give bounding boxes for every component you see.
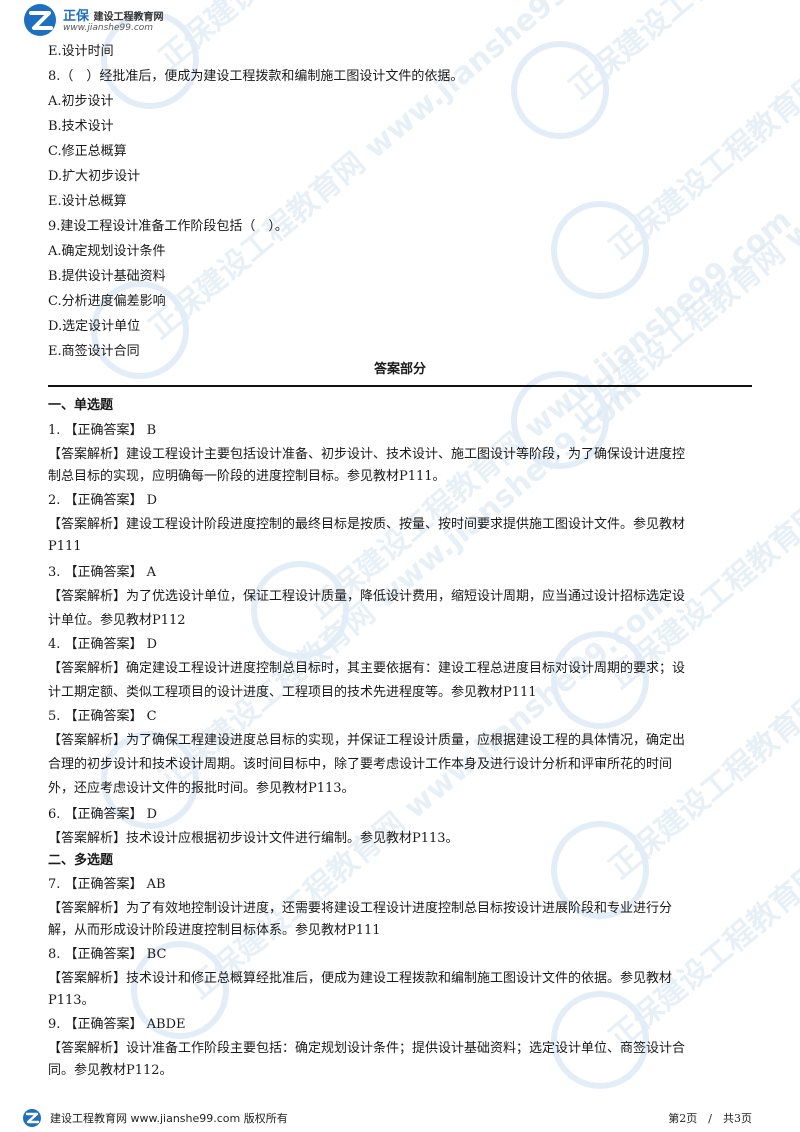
footer-logo-icon [23,1109,41,1127]
answer-explanation: 【答案解析】建设工程设计阶段进度控制的最终目标是按质、按量、按时间要求提供施工图… [48,517,686,532]
question-option: E.商签设计合同 [48,344,140,359]
page-number: 第2页 / 共3页 [668,1112,752,1125]
answer-explanation: 【答案解析】设计准备工作阶段主要包括：确定规划设计条件；提供设计基础资料；选定设… [48,1041,686,1056]
answer-explanation: 【答案解析】为了优选设计单位，保证工程设计质量，降低设计费用，缩短设计周期，应当… [48,589,686,604]
question-option: E.设计总概算 [48,194,127,209]
answer-key: 3. 【正确答案】 A [48,565,157,580]
logo-brand: 正保 建设工程教育网 [63,5,164,24]
watermark-circle [251,561,349,659]
answer-explanation: 计工期定额、类似工程项目的设计进度、工程项目的技术先进程度等。参见教材P111 [48,685,537,700]
watermark-circle [551,631,649,729]
answer-explanation: 【答案解析】建设工程设计主要包括设计准备、初步设计、技术设计、施工图设计等阶段，… [48,447,686,462]
answer-explanation: 【答案解析】为了确保工程建设进度总目标的实现，并保证工程设计质量，应根据建设工程… [48,733,686,748]
logo-brand-sub: 建设工程教育网 [93,12,164,23]
answer-key: 7. 【正确答案】 AB [48,877,166,892]
question-option: B.技术设计 [48,119,114,134]
answer-subheading: 一、单选题 [48,398,114,413]
question-option: A.初步设计 [48,94,114,109]
question-option: D.扩大初步设计 [48,169,141,184]
answer-key: 1. 【正确答案】 B [48,423,157,438]
answer-explanation: 【答案解析】确定建设工程设计进度控制总目标时，其主要依据有：建设工程总进度目标对… [48,661,686,676]
answer-explanation: 同。参见教材P112。 [48,1063,173,1078]
answer-key: 2. 【正确答案】 D [48,493,158,508]
answer-explanation: P111 [48,539,82,554]
answer-explanation: 制总目标的实现，应明确每一阶段的进度控制目标。参见教材P111。 [48,469,446,484]
answer-key: 8. 【正确答案】 BC [48,947,167,962]
watermark-circle [551,201,649,299]
watermark-text: 正保建设工程教育网 www.jianshe99.com [603,632,800,1056]
answer-explanation: 【答案解析】为了有效地控制设计进度，还需要将建设工程设计进度控制总目标按设计进展… [48,901,673,916]
answer-subheading: 二、多选题 [48,853,114,868]
watermark-text: 正保建设工程教育网 www.jianshe99.com [153,0,649,76]
watermark-text: 正保建设工程教育网 www.jianshe99.com [143,0,639,346]
header-logo: 正保 建设工程教育网 www.jianshe99.com [22,2,192,40]
watermark-text: 正保建设工程教育网 www.jianshe99.com [563,0,800,106]
question-option: D.选定设计单位 [48,319,141,334]
answer-explanation: 【答案解析】技术设计应根据初步设计文件进行编制。参见教材P113。 [48,831,459,846]
answer-section-title: 答案部分 [373,362,426,377]
question-stem: 8.（ ）经批准后，便成为建设工程拨款和编制施工图设计文件的依据。 [48,69,464,84]
answer-explanation: 外，还应考虑设计文件的报批时间。参见教材P113。 [48,781,355,796]
answer-key: 4. 【正确答案】 D [48,637,158,652]
answer-key: 5. 【正确答案】 C [48,709,157,724]
question-option: A.确定规划设计条件 [48,244,166,259]
watermark-text: 正保建设工程教育网 www.jianshe99.com [603,272,800,696]
watermark-text: 正保建设工程教育网 www.jianshe99.com [303,202,799,626]
logo-icon [24,4,56,36]
question-stem: 9.建设工程设计准备工作阶段包括（ ）。 [48,219,288,234]
section-divider [48,385,752,387]
question-option: E.设计时间 [48,44,114,59]
answer-explanation: 解，从而形成设计阶段进度控制目标体系。参见教材P111 [48,923,381,938]
answer-explanation: P113。 [48,993,95,1008]
answer-key: 6. 【正确答案】 D [48,807,158,822]
answer-explanation: 【答案解析】技术设计和修正总概算经批准后，便成为建设工程拨款和编制施工图设计文件… [48,971,673,986]
footer-copyright: 建设工程教育网 www.jianshe99.com 版权所有 [50,1112,288,1125]
question-option: B.提供设计基础资料 [48,269,166,284]
logo-site: www.jianshe99.com [63,23,154,33]
answer-explanation: 合理的初步设计和技术设计周期。该时间目标中，除了要考虑设计工作本身及进行设计分析… [48,757,673,772]
answer-key: 9. 【正确答案】 ABDE [48,1017,186,1032]
watermark-circle [511,41,609,139]
logo-brand-main: 正保 [63,9,90,24]
watermark-text: 正保建设工程教育网 www.jianshe99.com [603,0,800,266]
question-option: C.分析进度偏差影响 [48,294,166,309]
answer-explanation: 计单位。参见教材P112 [48,613,186,628]
question-option: C.修正总概算 [48,144,127,159]
